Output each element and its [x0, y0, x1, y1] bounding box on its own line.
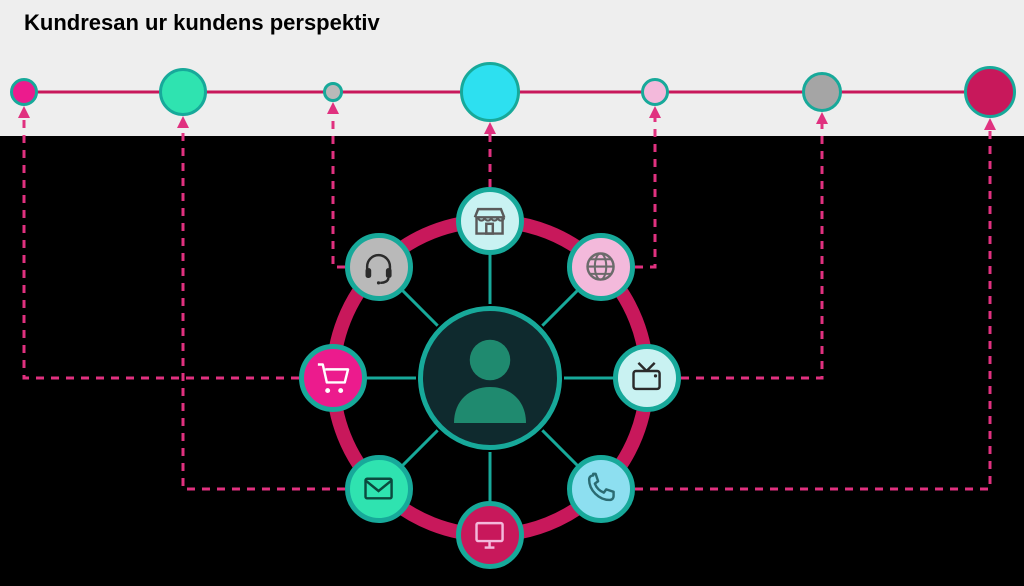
channel-globe — [567, 233, 635, 301]
timeline-node-t5 — [641, 78, 669, 106]
channel-cart — [299, 344, 367, 412]
timeline-node-t6 — [802, 72, 842, 112]
channel-store — [456, 187, 524, 255]
monitor-icon — [470, 515, 509, 554]
timeline-node-t2 — [159, 68, 207, 116]
channel-phone — [567, 455, 635, 523]
channel-headset — [345, 233, 413, 301]
diagram-stage: Kundresan ur kundens perspektiv — [0, 0, 1024, 586]
spoke-globe — [542, 290, 578, 326]
timeline-node-t1 — [10, 78, 38, 106]
person-icon — [436, 324, 544, 432]
timeline-node-t7 — [964, 66, 1016, 118]
channel-monitor — [456, 501, 524, 569]
spoke-mail — [402, 430, 438, 466]
headset-icon — [359, 247, 398, 286]
phone-icon — [581, 469, 620, 508]
tv-icon — [627, 358, 666, 397]
timeline-node-t3 — [323, 82, 343, 102]
channel-mail — [345, 455, 413, 523]
globe-icon — [581, 247, 620, 286]
channel-tv — [613, 344, 681, 412]
mail-icon — [359, 469, 398, 508]
spoke-phone — [542, 430, 578, 466]
store-icon — [470, 201, 509, 240]
cart-icon — [313, 358, 352, 397]
center-customer — [418, 306, 562, 450]
spoke-headset — [402, 290, 438, 326]
timeline-node-t4 — [460, 62, 520, 122]
